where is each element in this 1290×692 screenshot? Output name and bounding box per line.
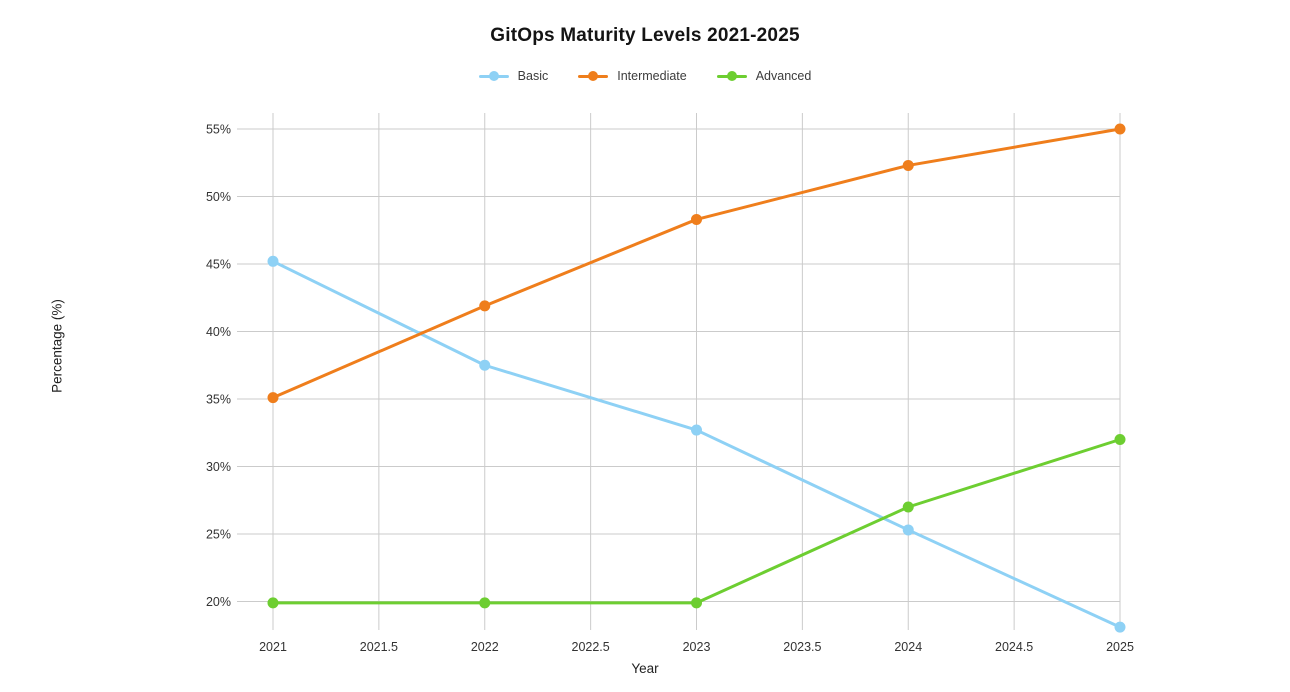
advanced-series-marker-icon	[716, 70, 747, 82]
x-axis-title: Year	[631, 661, 659, 676]
y-tick-label: 40%	[206, 325, 231, 339]
data-point-advanced	[691, 597, 702, 609]
y-tick-label: 20%	[206, 595, 231, 609]
x-tick-label: 2021.5	[360, 640, 398, 654]
data-point-basic	[479, 359, 491, 371]
legend-label-intermediate: Intermediate	[617, 69, 687, 83]
data-point-intermediate	[267, 392, 279, 404]
data-point-intermediate	[479, 300, 491, 312]
basic-series-marker-icon	[478, 70, 509, 82]
x-tick-label: 2023.5	[783, 640, 821, 654]
x-tick-label: 2024.5	[995, 640, 1033, 654]
chart-legend: Basic Intermediate Advanced	[0, 69, 1290, 83]
x-tick-label: 2022.5	[572, 640, 610, 654]
legend-item-intermediate[interactable]: Intermediate	[578, 69, 687, 83]
y-tick-label: 30%	[206, 460, 231, 474]
y-tick-label: 35%	[206, 393, 231, 407]
y-tick-label: 25%	[206, 528, 231, 542]
x-tick-label: 2023	[683, 640, 711, 654]
data-point-advanced	[902, 501, 914, 513]
data-point-basic	[691, 424, 702, 436]
y-tick-label: 45%	[206, 258, 231, 272]
x-tick-label: 2021	[259, 640, 287, 654]
legend-label-advanced: Advanced	[755, 69, 812, 83]
data-point-basic	[902, 524, 914, 536]
legend-label-basic: Basic	[517, 69, 549, 83]
y-tick-label: 50%	[206, 190, 231, 204]
x-tick-label: 2024	[894, 640, 922, 654]
data-point-basic	[267, 255, 279, 267]
y-tick-label: 55%	[206, 123, 231, 137]
y-axis-title: Percentage (%)	[49, 299, 65, 393]
intermediate-series-marker-icon	[578, 70, 609, 82]
data-point-intermediate	[691, 213, 702, 225]
data-point-advanced	[267, 597, 279, 609]
data-point-advanced	[1114, 434, 1126, 445]
data-point-basic	[1114, 621, 1126, 633]
data-point-intermediate	[902, 159, 914, 171]
x-tick-label: 2022	[471, 640, 499, 654]
legend-item-basic[interactable]: Basic	[478, 69, 549, 83]
data-point-advanced	[479, 597, 491, 609]
data-point-intermediate	[1114, 123, 1126, 135]
x-tick-label: 2025	[1106, 640, 1134, 654]
legend-item-advanced[interactable]: Advanced	[716, 69, 812, 83]
chart-title: GitOps Maturity Levels 2021-2025	[490, 25, 800, 46]
